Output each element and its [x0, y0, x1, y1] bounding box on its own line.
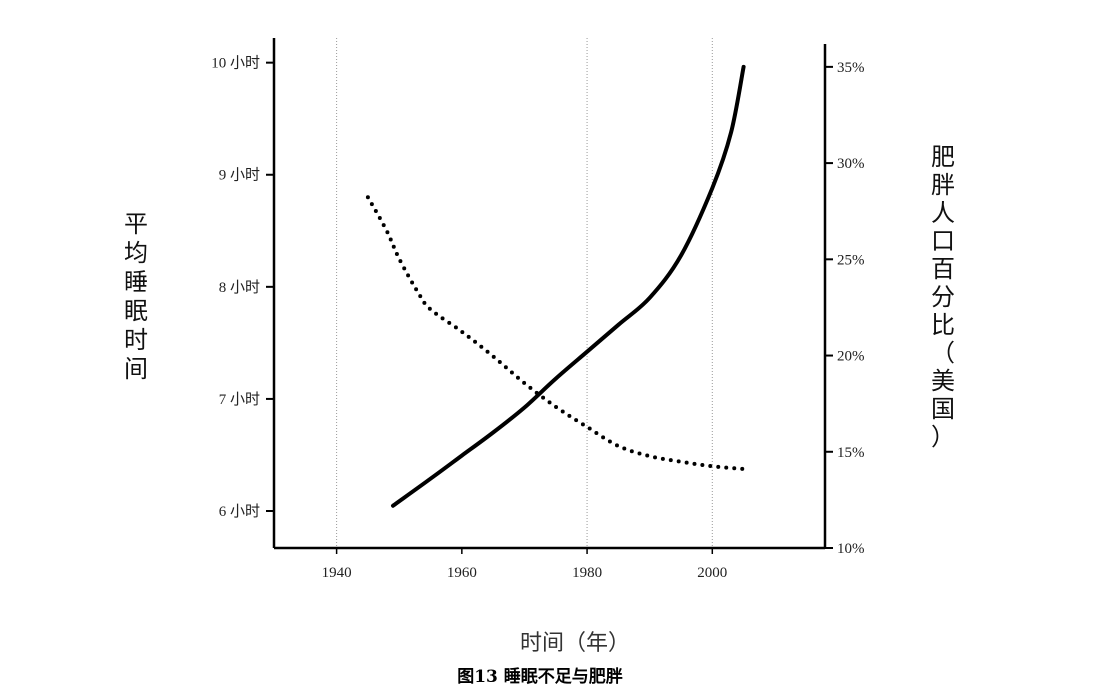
series-layer — [365, 64, 752, 508]
right-y-axis-title: 肥胖人口百分比（美国） — [931, 143, 955, 451]
figure-caption: 图13 睡眠不足与肥胖 — [457, 666, 623, 687]
right-tick-label-15: 15% — [837, 445, 865, 461]
left-tick-label-7: 7 小时 — [219, 391, 260, 408]
left-tick-label-10: 10 小时 — [211, 55, 260, 72]
left-tick-label-9: 9 小时 — [219, 167, 260, 184]
x-tick-label-2000: 2000 — [697, 565, 727, 581]
x-tick-label-1940: 1940 — [322, 565, 352, 581]
right-tick-label-30: 30% — [837, 156, 865, 172]
right-tick-label-35: 35% — [837, 60, 865, 76]
x-axis-title: 时间（年） — [520, 631, 630, 656]
grid-lines — [336, 38, 713, 548]
axes — [272, 38, 827, 550]
left-tick-label-6: 6 小时 — [219, 503, 260, 520]
tick-layer: 6 小时 7 小时 8 小时 9 小时 10 小时 10% 15% 20% 25% 30% 35% 1… — [211, 55, 864, 581]
right-tick-label-10: 10% — [837, 541, 865, 557]
x-tick-label-1960: 1960 — [447, 565, 477, 581]
x-tick-label-1980: 1980 — [572, 565, 602, 581]
right-tick-label-20: 20% — [837, 349, 865, 365]
series-line-obesity-percent — [391, 64, 746, 508]
left-tick-label-8: 8 小时 — [219, 279, 260, 296]
left-y-axis-title: 平均睡眠时间 — [124, 210, 148, 383]
right-tick-label-25: 25% — [837, 252, 865, 268]
series-line-sleep-hours — [365, 195, 752, 472]
